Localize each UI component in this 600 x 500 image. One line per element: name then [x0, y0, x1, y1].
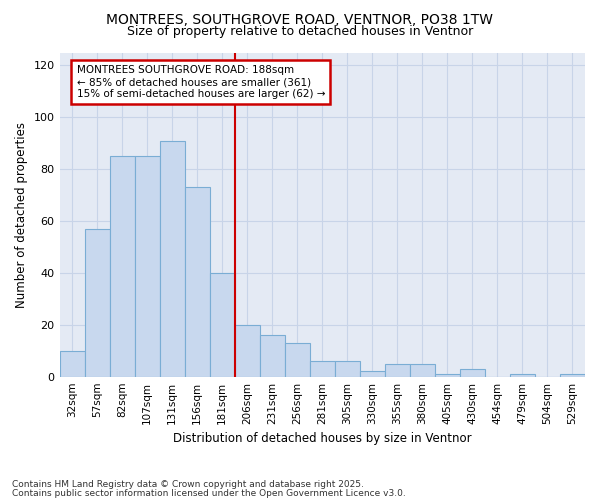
Bar [435, 374, 460, 376]
Text: Size of property relative to detached houses in Ventnor: Size of property relative to detached ho… [127, 25, 473, 38]
Bar [59, 350, 85, 376]
Bar [235, 325, 260, 376]
Text: Contains public sector information licensed under the Open Government Licence v3: Contains public sector information licen… [12, 489, 406, 498]
Text: MONTREES SOUTHGROVE ROAD: 188sqm
← 85% of detached houses are smaller (361)
15% : MONTREES SOUTHGROVE ROAD: 188sqm ← 85% o… [77, 66, 325, 98]
Bar [510, 374, 535, 376]
Bar [310, 361, 335, 376]
X-axis label: Distribution of detached houses by size in Ventnor: Distribution of detached houses by size … [173, 432, 472, 445]
Bar [209, 273, 235, 376]
Bar [85, 229, 110, 376]
Bar [285, 343, 310, 376]
Text: MONTREES, SOUTHGROVE ROAD, VENTNOR, PO38 1TW: MONTREES, SOUTHGROVE ROAD, VENTNOR, PO38… [107, 12, 493, 26]
Bar [335, 361, 360, 376]
Bar [460, 369, 485, 376]
Bar [134, 156, 160, 376]
Bar [560, 374, 585, 376]
Bar [410, 364, 435, 376]
Bar [260, 335, 285, 376]
Bar [110, 156, 134, 376]
Text: Contains HM Land Registry data © Crown copyright and database right 2025.: Contains HM Land Registry data © Crown c… [12, 480, 364, 489]
Bar [385, 364, 410, 376]
Bar [160, 140, 185, 376]
Y-axis label: Number of detached properties: Number of detached properties [15, 122, 28, 308]
Bar [360, 372, 385, 376]
Bar [185, 188, 209, 376]
